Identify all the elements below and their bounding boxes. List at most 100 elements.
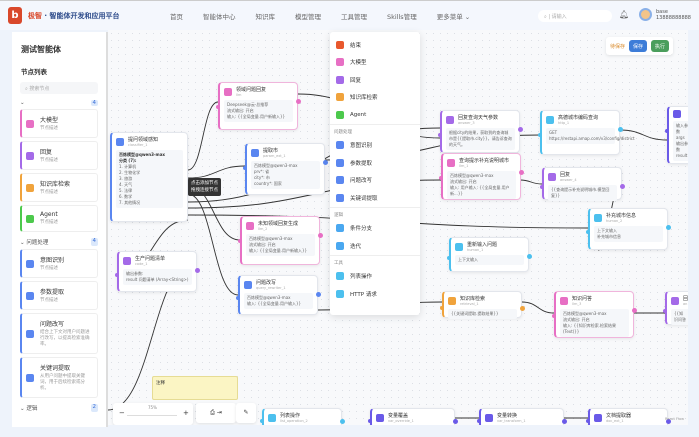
react-flow-attribution[interactable]: React Flow — [665, 417, 684, 421]
workflow-node[interactable]: 补充城市信息 human_2 上下文输入 补充城市信息 — [586, 208, 671, 250]
export-icon[interactable]: ⇥ — [216, 409, 222, 416]
node-group-header[interactable]: ⌄ 问题处理 4 — [20, 238, 98, 246]
edge-connection[interactable] — [187, 193, 239, 296]
input-port[interactable] — [438, 132, 442, 137]
nav-tools[interactable]: 工具管理 — [341, 13, 367, 21]
menu-item[interactable]: HTTP 请求 — [330, 285, 420, 303]
input-port[interactable] — [447, 255, 451, 260]
menu-item[interactable]: 意图识别 — [330, 137, 420, 155]
input-port[interactable] — [552, 314, 556, 318]
undo-redo-controls[interactable]: ⎙ ⇥ — [196, 403, 236, 423]
nav-models[interactable]: 模型管理 — [295, 13, 321, 21]
menu-item[interactable]: 列表操作 — [330, 268, 420, 286]
workflow-node[interactable]: 生产问题清单 code_1 输出参数: result 问题清单 (Array<Stri… — [115, 251, 200, 292]
sidebar-node-item[interactable]: 问题改写 结合上下文对用户问题进行改写，以提高检索准确率。 — [20, 313, 98, 354]
output-port[interactable] — [527, 254, 532, 259]
output-port[interactable] — [323, 160, 328, 165]
edge-connection[interactable] — [619, 129, 668, 141]
sidebar-node-item[interactable]: 知识库检索 节点描述 — [20, 173, 98, 202]
input-port[interactable] — [586, 230, 590, 234]
nav-knowledge[interactable]: 知识库 — [255, 13, 276, 21]
output-port[interactable] — [453, 419, 458, 424]
edge-connection[interactable] — [187, 165, 246, 179]
user-info[interactable]: base 13888888888 — [656, 9, 691, 21]
input-port[interactable] — [439, 176, 443, 180]
workflow-node[interactable]: 知识问答 llm_3 百炼模型@qwen3-max 流式输出: 开启 输入: {{知识库… — [552, 291, 637, 338]
sidebar-node-item[interactable]: 意图识别 节点描述 — [20, 249, 98, 278]
import-icon[interactable]: ⎙ — [210, 409, 215, 416]
input-port[interactable] — [216, 105, 220, 109]
bell-icon[interactable]: 🔔︎ — [619, 10, 630, 19]
comment-note[interactable]: 注释 — [152, 376, 238, 400]
classifier-node[interactable]: 提问领域感知 classifier_1 百炼模型@qwen3-max 分类 (7):… — [110, 132, 188, 222]
output-port[interactable] — [666, 419, 671, 424]
workflow-node[interactable]: 高德城市编码查询 http_1 GET https://restapi.amap.co… — [538, 110, 635, 155]
edge-connection[interactable] — [187, 101, 219, 171]
save-button[interactable]: 保存 — [629, 40, 648, 52]
workflow-node[interactable]: 问题改写 query_rewriter_1 百炼模型@qwen3-max 输入: {{… — [236, 275, 321, 315]
input-port[interactable] — [665, 129, 669, 133]
workflow-node[interactable]: 重新输入问题 human_1 上下文输入 — [447, 237, 532, 272]
workflow-node[interactable]: 查询提示补充说明城市 llm_1 百炼模型@qwen3-max 流式输出: 开启 输入:… — [439, 153, 524, 200]
workflow-node[interactable]: 变量覆盖 var_override_1 — [368, 408, 458, 425]
output-port[interactable] — [620, 184, 625, 189]
workflow-node[interactable]: 知识库检索 retrieval_1 {{关键词提取.提取结果}} — [440, 291, 525, 319]
input-port[interactable] — [260, 419, 264, 423]
node-group-header[interactable]: ⌄ 逻辑 2 — [20, 404, 98, 412]
output-port[interactable] — [618, 127, 623, 132]
edge-connection[interactable] — [519, 179, 543, 185]
nav-agent-center[interactable]: 智能体中心 — [203, 13, 236, 21]
output-port[interactable] — [666, 225, 671, 230]
input-port[interactable] — [477, 419, 481, 423]
menu-item[interactable]: 关键词提取 — [330, 189, 420, 207]
output-port[interactable] — [340, 419, 345, 424]
workflow-node[interactable]: 回复 answer_4 {{查询提示补充说明城市.模型回复}} — [540, 167, 625, 201]
output-port[interactable] — [318, 233, 323, 238]
output-port[interactable] — [296, 99, 301, 104]
input-port[interactable] — [238, 239, 242, 243]
input-port[interactable] — [368, 419, 372, 423]
search-input[interactable]: ⌕ | 请输入 — [538, 10, 612, 22]
edge-connection[interactable] — [521, 301, 555, 314]
workflow-node[interactable]: 未知领域回复生成 llm_2 百炼模型@qwen3-max 流式输出: 开启 输入: {… — [238, 216, 323, 265]
node-group-header[interactable]: ⌄ 4 — [20, 100, 98, 106]
menu-item[interactable]: 问题改写 — [330, 172, 420, 190]
output-port[interactable] — [632, 308, 637, 313]
menu-item[interactable]: 大模型 — [330, 54, 420, 72]
sidebar-node-item[interactable]: Agent 节点描述 — [20, 205, 98, 232]
menu-item[interactable]: 结束 — [330, 36, 420, 54]
add-note-button[interactable]: ✎ — [236, 403, 256, 423]
workflow-node[interactable]: 回 an {{知识问答 — [663, 291, 688, 325]
workflow-node[interactable]: 领域问题回复 llm Deepseek@云-总推荐 流式输出: 开启 输入: {{全局变… — [216, 82, 301, 130]
zoom-out-button[interactable]: − — [119, 409, 125, 417]
menu-item[interactable]: 条件分支 — [330, 220, 420, 238]
sidebar-node-item[interactable]: 大模型 节点描述 — [20, 109, 98, 138]
sidebar-node-item[interactable]: 关键词提取 从用户问题中提取关键词，用于后续检索或分析。 — [20, 357, 98, 398]
menu-item[interactable]: 迭代 — [330, 237, 420, 255]
sidebar-node-item[interactable]: 回复 节点描述 — [20, 141, 98, 170]
menu-item[interactable]: 参数提取 — [330, 154, 420, 172]
workflow-node[interactable]: 回复查询天气参数 answer_3 根据city的结果，获取到的查询城市是{{提取市… — [438, 110, 523, 153]
nav-more-menu[interactable]: 更多菜单 ⌄ — [436, 13, 471, 21]
input-port[interactable] — [540, 184, 544, 189]
avatar[interactable] — [639, 8, 652, 21]
zoom-slider[interactable] — [127, 415, 177, 416]
output-port[interactable] — [519, 170, 524, 175]
workflow-node[interactable]: 列表操作 list_operation_2 — [260, 408, 345, 425]
run-button[interactable]: 执行 — [651, 40, 670, 52]
workflow-node[interactable]: 提取市 param_ext_1 百炼模型@qwen3-max prv*: 省 city*… — [243, 143, 328, 195]
menu-item[interactable]: 知识库检索 — [330, 89, 420, 107]
sidebar-node-item[interactable]: 参数提取 节点描述 — [20, 281, 98, 310]
menu-item[interactable]: Agent — [330, 106, 420, 124]
output-port[interactable] — [520, 305, 525, 311]
input-port[interactable] — [586, 419, 590, 423]
nav-skills[interactable]: Skills管理 — [387, 13, 417, 21]
input-port[interactable] — [243, 166, 247, 170]
zoom-in-button[interactable]: + — [183, 409, 189, 417]
input-port[interactable] — [236, 296, 240, 300]
node-search-input[interactable]: ⌕ 搜索节点 — [20, 82, 98, 94]
nav-home[interactable]: 首页 — [170, 13, 183, 21]
output-port[interactable] — [195, 268, 200, 273]
input-port[interactable] — [538, 133, 542, 137]
input-port[interactable] — [663, 309, 667, 313]
